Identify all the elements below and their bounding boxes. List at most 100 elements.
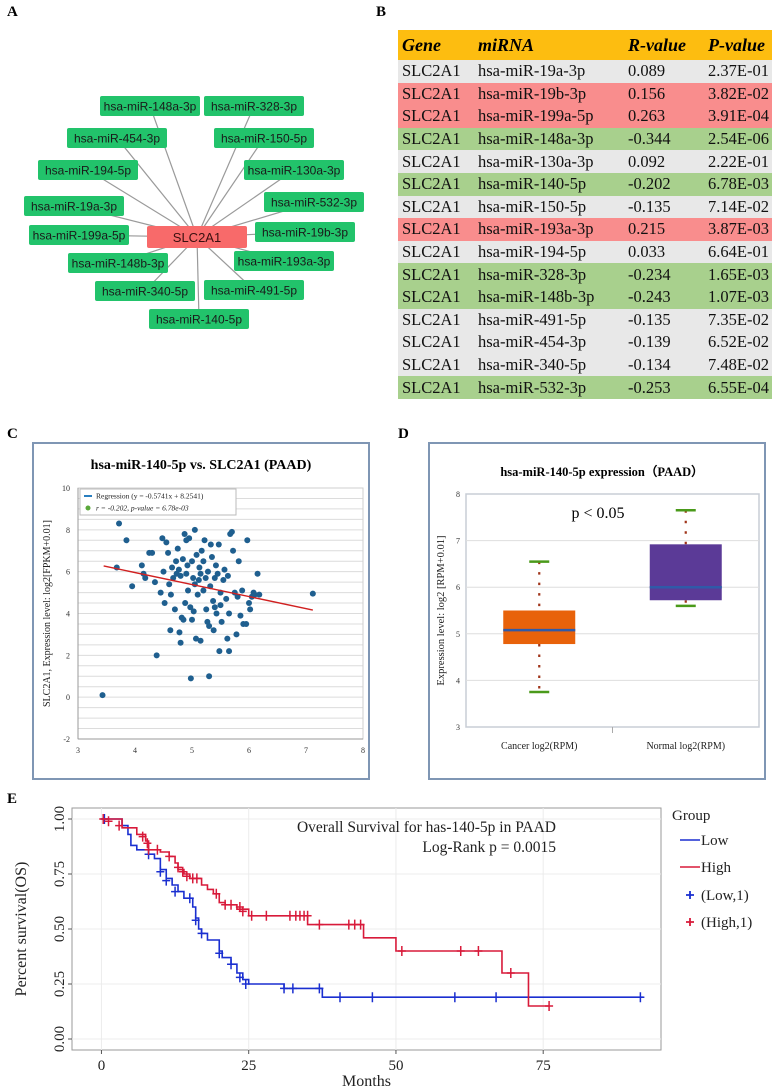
censor-mark bbox=[215, 948, 224, 959]
scatter-point bbox=[169, 564, 176, 571]
cell-mirna: hsa-miR-140-5p bbox=[474, 172, 624, 196]
box-chart: hsa-miR-140-5p expression（PAAD） 3 4 5 6 7 8 Exp… bbox=[436, 464, 760, 752]
x-tick-label: 8 bbox=[361, 746, 365, 755]
scatter-point bbox=[183, 570, 190, 577]
censor-mark bbox=[174, 862, 183, 873]
mirna-node-box bbox=[149, 309, 249, 329]
censor-mark bbox=[356, 919, 365, 930]
x-tick-label: 50 bbox=[388, 1058, 403, 1074]
scatter-point bbox=[235, 558, 242, 565]
scatter-point bbox=[226, 610, 233, 617]
table-row: SLC2A1 hsa-miR-532-3p -0.253 6.55E-04 bbox=[398, 376, 772, 399]
scatter-point bbox=[206, 673, 213, 680]
scatter-point bbox=[218, 618, 225, 625]
x-tick-label: 3 bbox=[76, 746, 80, 755]
scatter-point bbox=[212, 562, 219, 569]
mirna-node: hsa-miR-19b-3p bbox=[255, 222, 355, 242]
censor-mark bbox=[178, 866, 187, 877]
cell-p-value: 7.48E-02 bbox=[704, 353, 772, 377]
x-axis-label: Months bbox=[342, 1073, 391, 1087]
mirna-node: hsa-miR-148a-3p bbox=[100, 96, 200, 116]
table-row: SLC2A1 hsa-miR-130a-3p 0.092 2.22E-01 bbox=[398, 150, 772, 173]
cell-p-value: 7.14E-02 bbox=[704, 195, 772, 219]
scatter-point bbox=[200, 558, 207, 565]
censor-mark bbox=[450, 992, 459, 1003]
correlation-table: Gene miRNA R-value P-value SLC2A1 hsa-miR… bbox=[398, 30, 772, 399]
censor-mark bbox=[315, 983, 324, 994]
censor-mark bbox=[474, 946, 483, 956]
scatter-point bbox=[206, 623, 213, 630]
network-edge bbox=[149, 105, 198, 238]
censor-mark bbox=[335, 992, 344, 1003]
cell-p-value: 1.07E-03 bbox=[704, 285, 772, 309]
censor-mark bbox=[227, 899, 236, 910]
mirna-node-box bbox=[95, 281, 195, 301]
censor-mark bbox=[238, 906, 247, 917]
scatter-point bbox=[123, 537, 130, 544]
y-tick-label: 5 bbox=[456, 630, 460, 639]
scatter-point bbox=[237, 612, 244, 619]
cell-r-value: -0.234 bbox=[624, 263, 704, 286]
scatter-point bbox=[190, 608, 197, 615]
x-tick-label: 5 bbox=[190, 746, 194, 755]
censor-mark bbox=[492, 992, 501, 1003]
legend-low-censor-label: (Low,1) bbox=[701, 888, 749, 904]
legend-point-swatch bbox=[85, 505, 91, 511]
scatter-point bbox=[224, 635, 231, 642]
y-tick-label: -2 bbox=[63, 735, 70, 744]
scatter-point bbox=[203, 606, 210, 613]
survival-curve-low bbox=[101, 818, 644, 998]
censor-mark bbox=[315, 919, 324, 930]
scatter-point bbox=[116, 520, 123, 527]
table-row: SLC2A1 hsa-miR-140-5p -0.202 6.78E-03 bbox=[398, 172, 772, 196]
scatter-point bbox=[149, 549, 156, 556]
scatter-point bbox=[194, 591, 201, 598]
scatter-point bbox=[224, 572, 231, 579]
cell-r-value: -0.134 bbox=[624, 353, 704, 377]
scatter-point bbox=[247, 606, 254, 613]
cell-gene: SLC2A1 bbox=[398, 376, 474, 399]
table-row: SLC2A1 hsa-miR-199a-5p 0.263 3.91E-04 bbox=[398, 105, 772, 128]
scatter-point bbox=[182, 600, 189, 607]
mirna-node-box bbox=[234, 251, 334, 271]
cell-gene: SLC2A1 bbox=[398, 218, 474, 241]
mirna-node-box bbox=[24, 196, 124, 216]
scatter-point bbox=[254, 570, 261, 577]
scatter-point bbox=[167, 627, 174, 634]
legend-low-censor-icon bbox=[686, 891, 694, 899]
cell-p-value: 2.37E-01 bbox=[704, 60, 772, 83]
table-row: SLC2A1 hsa-miR-150-5p -0.135 7.14E-02 bbox=[398, 195, 772, 219]
mirna-node-label: hsa-miR-340-5p bbox=[102, 285, 188, 299]
scatter-point bbox=[215, 541, 222, 548]
mirna-node-box bbox=[264, 192, 364, 212]
panel-label-a: A bbox=[7, 4, 18, 20]
scatter-point bbox=[234, 593, 241, 600]
scatter-chart: hsa-miR-140-5p vs. SLC2A1 (PAAD) -2 0 2 4 6 8 1… bbox=[42, 458, 365, 755]
iqr-box bbox=[503, 610, 576, 645]
x-tick-label: 0 bbox=[98, 1058, 106, 1074]
y-axis-label: Percent survival(OS) bbox=[13, 862, 30, 997]
censor-mark bbox=[212, 888, 221, 899]
mirna-node-label: hsa-miR-199a-5p bbox=[33, 229, 126, 243]
scatter-point bbox=[165, 549, 172, 556]
network-diagram: hsa-miR-148a-3p hsa-miR-328-3p hsa-miR-454… bbox=[24, 96, 364, 329]
panel-label-d: D bbox=[398, 426, 409, 442]
scatter-point bbox=[207, 541, 214, 548]
mirna-node-label: hsa-miR-130a-3p bbox=[248, 164, 341, 178]
panel-label-c: C bbox=[7, 426, 18, 442]
scatter-point bbox=[189, 558, 195, 565]
censor-mark bbox=[115, 820, 124, 831]
censor-mark bbox=[288, 983, 297, 994]
scatter-point bbox=[226, 648, 233, 655]
scatter-point bbox=[175, 566, 182, 573]
cell-mirna: hsa-miR-454-3p bbox=[474, 331, 624, 354]
scatter-point bbox=[202, 574, 209, 581]
box-cancer bbox=[503, 560, 576, 694]
scatter-point bbox=[197, 570, 204, 577]
cell-p-value: 3.82E-02 bbox=[704, 82, 772, 106]
scatter-point bbox=[153, 652, 160, 659]
scatter-point bbox=[176, 629, 183, 636]
cell-r-value: -0.253 bbox=[624, 376, 704, 399]
scatter-point bbox=[159, 535, 166, 542]
mirna-node: hsa-miR-150-5p bbox=[214, 128, 314, 148]
